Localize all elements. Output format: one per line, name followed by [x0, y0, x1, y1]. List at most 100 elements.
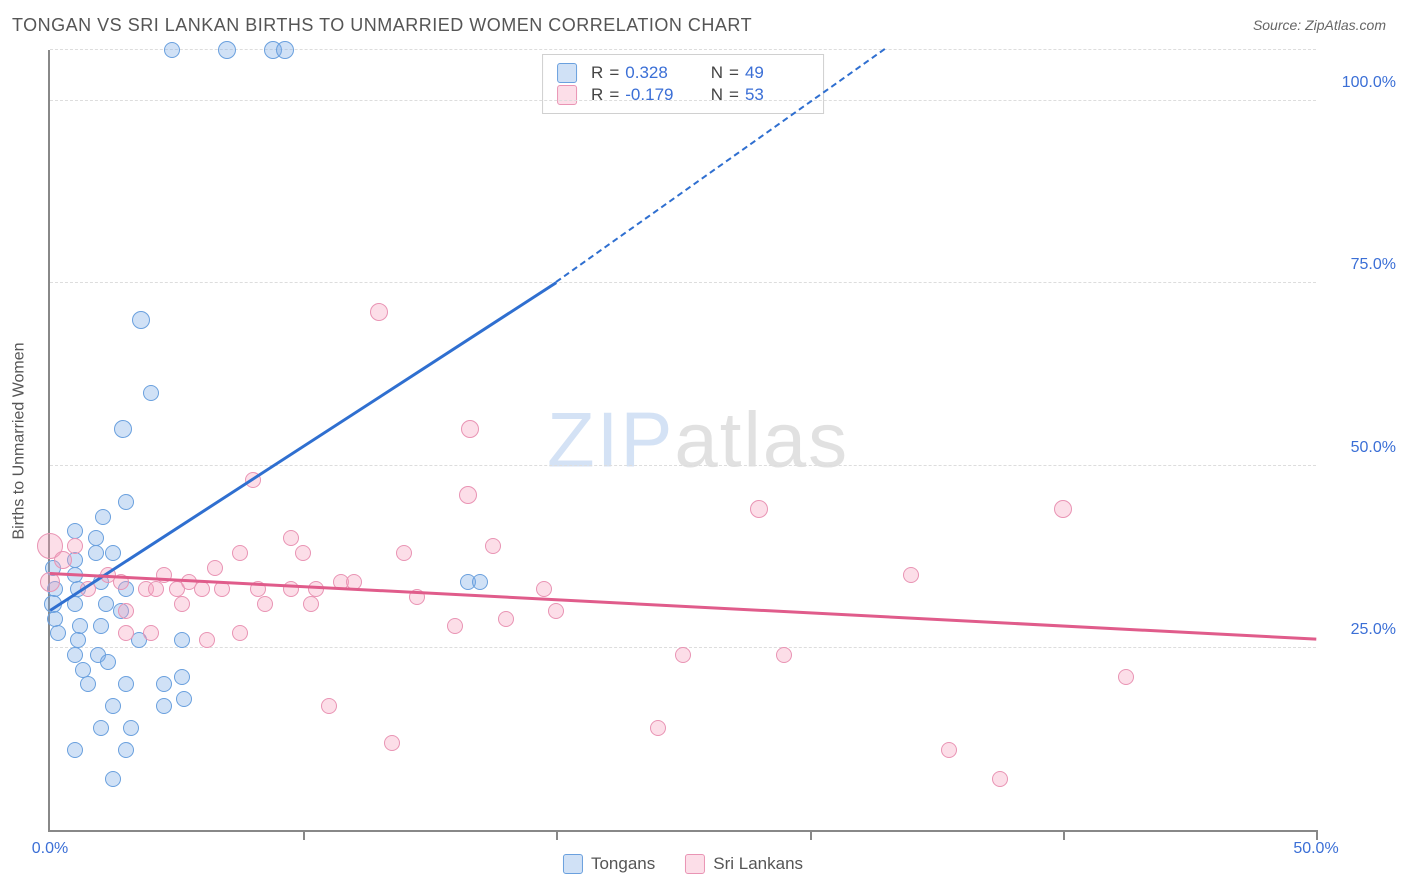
- data-point: [88, 545, 104, 561]
- data-point: [118, 742, 134, 758]
- data-point: [941, 742, 957, 758]
- data-point: [118, 676, 134, 692]
- x-axis-tick-label: 50.0%: [1293, 840, 1338, 858]
- data-point: [174, 632, 190, 648]
- legend-r-label: R: [591, 63, 603, 83]
- legend-swatch: [563, 854, 583, 874]
- legend-eq: =: [609, 63, 619, 83]
- data-point: [498, 611, 514, 627]
- y-axis-tick-label: 50.0%: [1326, 439, 1396, 457]
- data-point: [114, 420, 132, 438]
- x-axis-tick: [1063, 830, 1065, 840]
- data-point: [105, 545, 121, 561]
- legend-eq: =: [729, 63, 739, 83]
- data-point: [118, 494, 134, 510]
- data-point: [461, 420, 479, 438]
- data-point: [396, 545, 412, 561]
- data-point: [232, 545, 248, 561]
- data-point: [156, 698, 172, 714]
- legend-r-value: -0.179: [625, 85, 689, 105]
- data-point: [675, 647, 691, 663]
- legend-r-value: 0.328: [625, 63, 689, 83]
- legend-eq: =: [609, 85, 619, 105]
- legend-n-value: 49: [745, 63, 809, 83]
- data-point: [257, 596, 273, 612]
- legend-swatch: [685, 854, 705, 874]
- data-point: [176, 691, 192, 707]
- data-point: [148, 581, 164, 597]
- y-axis-tick-label: 100.0%: [1326, 74, 1396, 92]
- data-point: [485, 538, 501, 554]
- data-point: [384, 735, 400, 751]
- watermark: ZIPatlas: [547, 395, 849, 486]
- data-point: [80, 676, 96, 692]
- data-point: [536, 581, 552, 597]
- gridline: [50, 282, 1316, 283]
- data-point: [156, 676, 172, 692]
- trend-line: [49, 281, 557, 611]
- gridline: [50, 49, 1316, 50]
- data-point: [143, 385, 159, 401]
- data-point: [232, 625, 248, 641]
- data-point: [548, 603, 564, 619]
- legend-r-label: R: [591, 85, 603, 105]
- data-point: [207, 560, 223, 576]
- data-point: [67, 647, 83, 663]
- data-point: [303, 596, 319, 612]
- data-point: [308, 581, 324, 597]
- data-point: [93, 618, 109, 634]
- data-point: [164, 42, 180, 58]
- source-prefix: Source:: [1253, 17, 1305, 33]
- data-point: [50, 625, 66, 641]
- legend-swatch: [557, 63, 577, 83]
- data-point: [54, 551, 72, 569]
- data-point: [370, 303, 388, 321]
- source-link[interactable]: ZipAtlas.com: [1305, 17, 1386, 33]
- data-point: [70, 632, 86, 648]
- data-point: [93, 720, 109, 736]
- data-point: [40, 572, 60, 592]
- correlation-legend: R = 0.328 N = 49R = -0.179 N = 53: [542, 54, 824, 114]
- data-point: [750, 500, 768, 518]
- data-point: [95, 509, 111, 525]
- legend-row: R = 0.328 N = 49: [557, 63, 809, 83]
- chart-header: TONGAN VS SRI LANKAN BIRTHS TO UNMARRIED…: [0, 0, 1406, 50]
- series-legend: Tongans Sri Lankans: [563, 854, 803, 874]
- x-axis-tick: [810, 830, 812, 840]
- legend-n-value: 53: [745, 85, 809, 105]
- x-axis-tick: [1316, 830, 1318, 840]
- chart-plot-area: ZIPatlas R = 0.328 N = 49R = -0.179 N = …: [48, 50, 1316, 832]
- data-point: [118, 625, 134, 641]
- data-point: [1054, 500, 1072, 518]
- data-point: [199, 632, 215, 648]
- data-point: [992, 771, 1008, 787]
- data-point: [283, 530, 299, 546]
- legend-swatch: [557, 85, 577, 105]
- data-point: [903, 567, 919, 583]
- data-point: [174, 596, 190, 612]
- x-axis-tick-label: 0.0%: [32, 840, 68, 858]
- legend-series-name: Sri Lankans: [713, 854, 803, 874]
- y-axis-tick-label: 25.0%: [1326, 621, 1396, 639]
- gridline: [50, 465, 1316, 466]
- y-axis-tick-label: 75.0%: [1326, 256, 1396, 274]
- data-point: [100, 654, 116, 670]
- legend-n-label: N: [711, 85, 723, 105]
- data-point: [321, 698, 337, 714]
- data-point: [1118, 669, 1134, 685]
- x-axis-tick: [303, 830, 305, 840]
- legend-n-label: N: [711, 63, 723, 83]
- data-point: [459, 486, 477, 504]
- data-point: [123, 720, 139, 736]
- data-point: [98, 596, 114, 612]
- x-axis-tick: [556, 830, 558, 840]
- watermark-zip: ZIP: [547, 396, 674, 484]
- data-point: [67, 538, 83, 554]
- legend-series-name: Tongans: [591, 854, 655, 874]
- legend-eq: =: [729, 85, 739, 105]
- data-point: [447, 618, 463, 634]
- data-point: [194, 581, 210, 597]
- chart-title: TONGAN VS SRI LANKAN BIRTHS TO UNMARRIED…: [12, 15, 752, 36]
- data-point: [276, 41, 294, 59]
- data-point: [472, 574, 488, 590]
